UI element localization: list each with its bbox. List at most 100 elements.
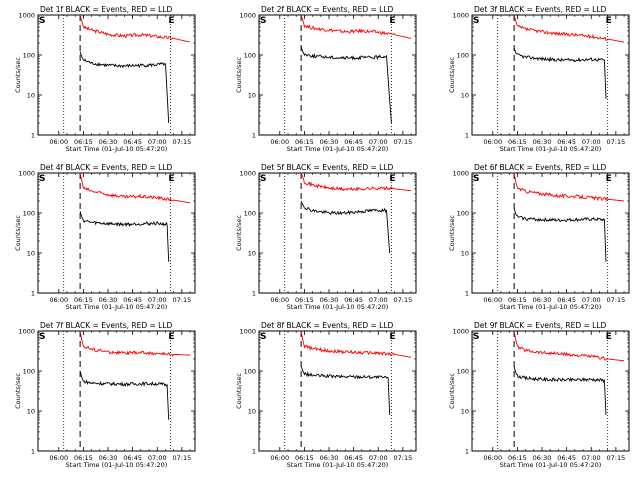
- y-axis-label: Counts/sec: [235, 57, 243, 93]
- x-tick-label: 06:45: [123, 296, 142, 304]
- lld-series-line: [79, 330, 191, 357]
- y-tick-label: 100: [457, 209, 469, 217]
- y-tick-label: 1: [252, 131, 256, 139]
- y-tick-label: 10: [27, 91, 35, 99]
- panel-title: Det 2f BLACK = Events, RED = LLD: [261, 5, 394, 14]
- x-axis-label: Start Time (01-Jul-10 05:47:20): [287, 461, 389, 469]
- panel-title: Det 4f BLACK = Events, RED = LLD: [40, 163, 173, 172]
- x-tick-label: 06:30: [99, 138, 118, 146]
- end-marker: E: [389, 332, 395, 342]
- start-marker: S: [260, 332, 266, 342]
- y-tick-label: 10: [461, 91, 469, 99]
- x-tick-label: 06:15: [508, 138, 527, 146]
- y-tick-label: 1: [465, 131, 469, 139]
- events-series-line: [79, 370, 170, 420]
- start-marker: S: [473, 16, 479, 26]
- axes-box: [37, 172, 196, 294]
- panel-9: Det 9f BLACK = Events, RED = LLD 1 10 100 10…: [448, 321, 630, 469]
- x-tick-label: 07:15: [173, 454, 192, 462]
- y-tick-label: 1000: [18, 327, 35, 335]
- x-tick-label: 07:00: [148, 296, 167, 304]
- y-tick-label: 100: [244, 209, 256, 217]
- y-tick-label: 1: [31, 447, 35, 455]
- x-axis-label: Start Time (01-Jul-10 05:47:20): [500, 303, 602, 311]
- axes-box: [258, 330, 417, 452]
- start-marker: S: [39, 332, 45, 342]
- y-axis-label: Counts/sec: [14, 373, 22, 409]
- panel-7: Det 7f BLACK = Events, RED = LLD 1 10 100 10…: [14, 321, 196, 469]
- y-tick-label: 10: [248, 407, 256, 415]
- panel-title: Det 5f BLACK = Events, RED = LLD: [261, 163, 394, 172]
- x-tick-label: 07:15: [173, 296, 192, 304]
- panel-title: Det 1f BLACK = Events, RED = LLD: [40, 5, 173, 14]
- x-axis-label: Start Time (01-Jul-10 05:47:20): [66, 303, 168, 311]
- x-tick-label: 06:30: [533, 138, 552, 146]
- events-series-line: [300, 366, 391, 415]
- events-series-line: [79, 51, 170, 124]
- y-tick-label: 1000: [18, 11, 35, 19]
- panel-title: Det 3f BLACK = Events, RED = LLD: [474, 5, 607, 14]
- x-tick-label: 06:15: [74, 138, 93, 146]
- panel-3: Det 3f BLACK = Events, RED = LLD 1 10 100 10…: [448, 5, 630, 153]
- lld-series-line: [513, 330, 625, 362]
- y-tick-label: 100: [457, 51, 469, 59]
- y-tick-label: 10: [248, 91, 256, 99]
- y-tick-label: 10: [27, 407, 35, 415]
- y-tick-label: 1: [252, 289, 256, 297]
- y-tick-label: 10: [461, 249, 469, 257]
- x-tick-label: 07:00: [369, 296, 388, 304]
- start-marker: S: [39, 16, 45, 26]
- y-tick-label: 1000: [239, 11, 256, 19]
- x-tick-label: 06:15: [74, 454, 93, 462]
- lld-series-line: [300, 330, 412, 358]
- x-tick-label: 06:15: [295, 454, 314, 462]
- y-axis-label: Counts/sec: [14, 57, 22, 93]
- start-marker: S: [473, 174, 479, 184]
- y-tick-label: 1: [31, 289, 35, 297]
- y-tick-label: 100: [23, 367, 35, 375]
- events-series-line: [513, 366, 607, 415]
- lld-series-line: [300, 172, 412, 192]
- y-tick-label: 100: [244, 367, 256, 375]
- x-axis-label: Start Time (01-Jul-10 05:47:20): [287, 303, 389, 311]
- y-axis-label: Counts/sec: [448, 57, 456, 93]
- x-tick-label: 06:00: [49, 138, 68, 146]
- x-tick-label: 06:15: [508, 454, 527, 462]
- x-tick-label: 07:00: [148, 138, 167, 146]
- end-marker: E: [168, 332, 174, 342]
- x-axis-label: Start Time (01-Jul-10 05:47:20): [66, 145, 168, 153]
- x-tick-label: 07:15: [173, 138, 192, 146]
- x-tick-label: 06:45: [344, 454, 363, 462]
- x-tick-label: 06:45: [557, 138, 576, 146]
- panel-5: Det 5f BLACK = Events, RED = LLD 1 10 100 10…: [235, 163, 417, 311]
- y-tick-label: 1: [465, 447, 469, 455]
- panel-title: Det 6f BLACK = Events, RED = LLD: [474, 163, 607, 172]
- y-tick-label: 1000: [239, 327, 256, 335]
- x-tick-label: 06:15: [74, 296, 93, 304]
- y-axis-label: Counts/sec: [448, 215, 456, 251]
- panel-title: Det 9f BLACK = Events, RED = LLD: [474, 321, 607, 330]
- x-tick-label: 07:15: [607, 138, 626, 146]
- x-tick-label: 06:30: [320, 138, 339, 146]
- y-tick-label: 1000: [18, 169, 35, 177]
- end-marker: E: [168, 174, 174, 184]
- events-series-line: [300, 46, 392, 124]
- x-tick-label: 07:00: [148, 454, 167, 462]
- x-tick-label: 07:15: [607, 454, 626, 462]
- y-tick-label: 1: [31, 131, 35, 139]
- lld-series-line: [513, 14, 625, 43]
- start-marker: S: [260, 16, 266, 26]
- x-tick-label: 06:45: [123, 138, 142, 146]
- x-tick-label: 06:30: [99, 454, 118, 462]
- x-tick-label: 07:00: [369, 454, 388, 462]
- y-axis-label: Counts/sec: [448, 373, 456, 409]
- panel-1: Det 1f BLACK = Events, RED = LLD 1 10 100 10…: [14, 5, 196, 153]
- x-tick-label: 06:30: [99, 296, 118, 304]
- y-tick-label: 10: [27, 249, 35, 257]
- lld-series-line: [300, 14, 412, 39]
- y-tick-label: 10: [461, 407, 469, 415]
- x-tick-label: 07:15: [394, 454, 413, 462]
- x-tick-label: 06:45: [557, 296, 576, 304]
- x-tick-label: 07:00: [582, 296, 601, 304]
